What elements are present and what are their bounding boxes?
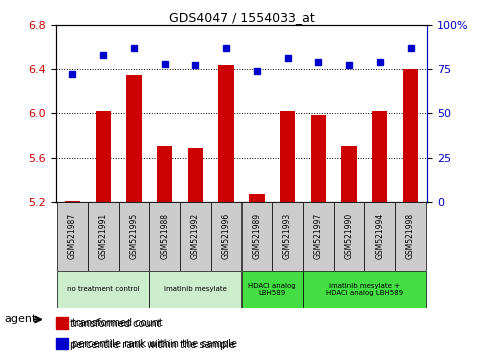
Bar [218, 65, 234, 202]
Bar [341, 147, 357, 202]
Bar [149, 271, 242, 308]
Bar [88, 202, 118, 271]
Text: imatinib mesylate +
HDACi analog LBH589: imatinib mesylate + HDACi analog LBH589 [326, 283, 403, 296]
Bar [372, 111, 387, 202]
Text: transformed count: transformed count [70, 319, 161, 329]
Text: GSM521991: GSM521991 [99, 213, 108, 259]
Bar [365, 202, 395, 271]
Text: percentile rank within the sample: percentile rank within the sample [72, 339, 238, 349]
Text: transformed count: transformed count [72, 318, 163, 328]
Bar [211, 202, 242, 271]
Text: HDACi analog
LBH589: HDACi analog LBH589 [248, 283, 296, 296]
Bar [403, 69, 418, 202]
Bar [334, 202, 365, 271]
Text: GSM521997: GSM521997 [314, 213, 323, 259]
Bar [311, 115, 326, 202]
Bar [303, 271, 426, 308]
Bar [272, 202, 303, 271]
Bar [395, 202, 426, 271]
Bar [303, 202, 334, 271]
Bar [280, 111, 295, 202]
Bar [149, 202, 180, 271]
Text: GSM521993: GSM521993 [283, 213, 292, 259]
Text: GSM521988: GSM521988 [160, 213, 169, 259]
Text: GSM521992: GSM521992 [191, 213, 200, 259]
Bar [249, 194, 265, 202]
Text: GSM521987: GSM521987 [68, 213, 77, 259]
Text: GSM521989: GSM521989 [253, 213, 261, 259]
Bar [57, 271, 149, 308]
Bar [65, 201, 80, 202]
Bar [56, 317, 68, 329]
Bar [180, 202, 211, 271]
Text: GSM521990: GSM521990 [344, 213, 354, 259]
Bar [96, 111, 111, 202]
Text: GSM521998: GSM521998 [406, 213, 415, 259]
Bar [188, 148, 203, 202]
Bar [242, 202, 272, 271]
Text: GSM521994: GSM521994 [375, 213, 384, 259]
Bar [157, 147, 172, 202]
Text: agent: agent [5, 314, 37, 325]
Text: imatinib mesylate: imatinib mesylate [164, 286, 227, 292]
Title: GDS4047 / 1554033_at: GDS4047 / 1554033_at [169, 11, 314, 24]
Text: GSM521996: GSM521996 [222, 213, 230, 259]
Bar [57, 202, 88, 271]
Bar [118, 202, 149, 271]
Bar [126, 75, 142, 202]
Bar [56, 338, 68, 349]
Text: percentile rank within the sample: percentile rank within the sample [70, 340, 235, 350]
Text: GSM521995: GSM521995 [129, 213, 139, 259]
Text: no treatment control: no treatment control [67, 286, 140, 292]
Bar [242, 271, 303, 308]
